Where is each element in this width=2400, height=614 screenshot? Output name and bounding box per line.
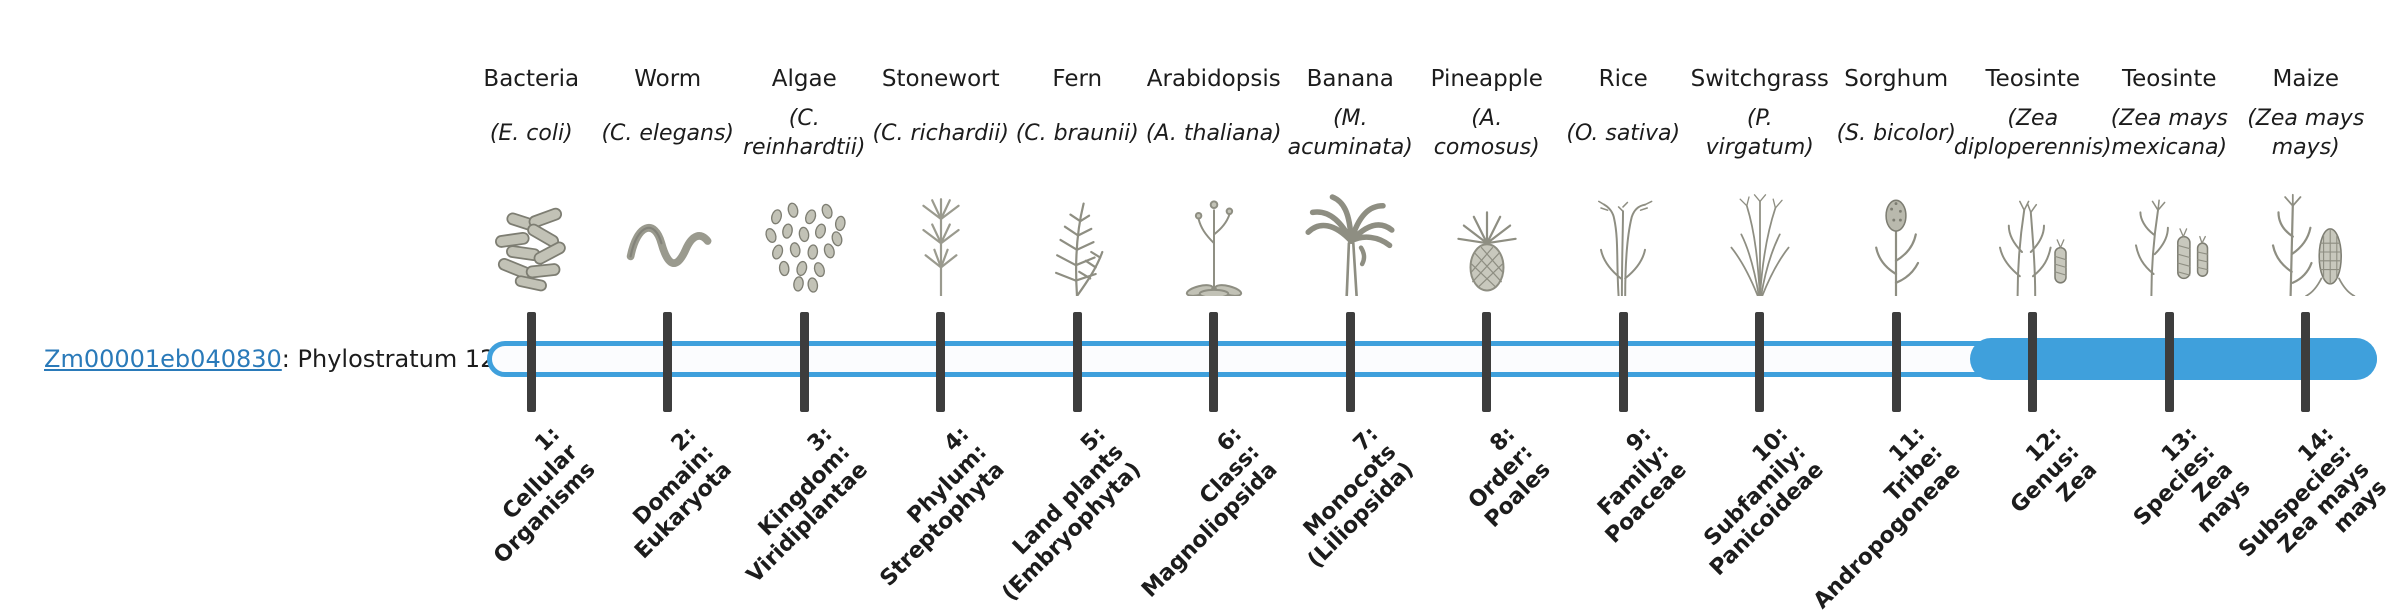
phylostratum-tick-10 (1755, 312, 1765, 412)
column-bacteria: Bacteria (E. coli) 1: Cellular Organisms (463, 0, 600, 580)
arabidopsis-illustration (1146, 170, 1283, 296)
sorghum-illustration (1828, 170, 1965, 296)
organism-common-name: Stonewort (881, 66, 1000, 92)
organism-scientific-name: (O. sativa) (1566, 120, 1681, 146)
column-teosinte-mexicana: Teosinte (Zea mays mexicana) 13: Sp (2101, 0, 2256, 580)
organism-common-name: Bacteria (483, 66, 580, 92)
phylostratum-label-14: 14: Subspecies: Zea mays mays (2234, 422, 2393, 563)
phylostratum-tick-13 (2164, 312, 2174, 412)
organism-common-name: Arabidopsis (1146, 66, 1281, 92)
column-rice: Rice (O. sativa) 9: Family: Poaceae (1555, 0, 1692, 580)
column-switchgrass: Switchgrass (P. virgatum) 10: Subfamily:… (1691, 0, 1829, 581)
column-pineapple: Pineapple (A. comosus) 8: Order: Poales (1419, 0, 1556, 580)
organism-common-name: Fern (1052, 66, 1103, 92)
organism-common-name: Switchgrass (1690, 66, 1829, 92)
organism-scientific-name: (A. comosus) (1433, 106, 1540, 160)
organism-common-name: Algae (771, 66, 837, 92)
gene-link[interactable]: Zm00001eb040830 (44, 345, 282, 373)
organism-scientific-name: (C. braunii) (1015, 120, 1139, 146)
bacteria-illustration (463, 170, 600, 296)
phylostratum-label-12: 12: Genus: Zea (2005, 422, 2102, 519)
phylostratum-tick-2 (663, 312, 673, 412)
organism-scientific-name: (P. virgatum) (1705, 106, 1814, 160)
gene-phylostratum-text: : Phylostratum 12 (281, 345, 496, 373)
column-worm: Worm (C. elegans) 2: Domain: Eukaryota (600, 0, 737, 580)
phylostrata-columns: Bacteria (E. coli) 1: Cellular Organisms (463, 0, 2392, 614)
organism-scientific-name: (C. reinhardtii) (742, 106, 866, 160)
organism-common-name: Banana (1306, 66, 1394, 92)
phylostratum-tick-5 (1072, 312, 1082, 412)
organism-common-name: Rice (1598, 66, 1648, 92)
organism-common-name: Teosinte (2122, 66, 2217, 92)
teosinte-diploperennis-illustration (1965, 170, 2102, 296)
switchgrass-illustration (1692, 170, 1829, 296)
organism-scientific-name: (E. coli) (489, 120, 573, 146)
phylostratum-tick-9 (1618, 312, 1628, 412)
organism-scientific-name: (A. thaliana) (1145, 120, 1282, 146)
column-sorghum: Sorghum (S. bicolor) 11: Trib (1809, 0, 1966, 614)
stonewort-illustration (873, 170, 1010, 296)
organism-common-name: Teosinte (1985, 66, 2080, 92)
column-banana: Banana (M. acuminata) 7: Monocots (Lilio… (1282, 0, 1420, 580)
maize-illustration (2238, 170, 2375, 296)
phylostratum-tick-11 (1891, 312, 1901, 412)
organism-scientific-name: (Zea diploperennis) (1953, 106, 2112, 160)
banana-illustration (1282, 170, 1419, 296)
fern-illustration (1009, 170, 1146, 296)
organism-common-name: Sorghum (1844, 66, 1949, 92)
organism-scientific-name: (Zea mays mexicana) (2110, 106, 2228, 160)
organism-scientific-name: (C. elegans) (601, 120, 735, 146)
rice-illustration (1555, 170, 1692, 296)
phylostratum-tick-12 (2028, 312, 2038, 412)
organism-scientific-name: (C. richardii) (872, 120, 1009, 146)
phylostratum-label-8: 8: Order: Poales (1463, 422, 1556, 533)
phylostratum-tick-7 (1345, 312, 1355, 412)
pineapple-illustration (1419, 170, 1556, 296)
column-maize: Maize (Zea mays mays) 14: Subspecie (2234, 0, 2392, 580)
organism-common-name: Maize (2272, 66, 2340, 92)
organism-common-name: Worm (634, 66, 702, 92)
teosinte-mexicana-illustration (2101, 170, 2238, 296)
column-fern: Fern (C. braunii) 5: Land plants (Embryo… (998, 0, 1147, 606)
phylostratum-tick-14 (2301, 312, 2311, 412)
organism-scientific-name: (Zea mays mays) (2247, 106, 2365, 160)
phylostratum-tick-4 (936, 312, 946, 412)
column-algae: Algae (C. reinhardtii) (736, 0, 874, 588)
organism-scientific-name: (S. bicolor) (1836, 120, 1956, 146)
column-arabidopsis: Arabidopsis (A. thaliana) 6: Class: Magn… (1138, 0, 1283, 603)
phylostratum-tick-6 (1209, 312, 1219, 412)
phylostratum-tick-1 (526, 312, 536, 412)
worm-illustration (600, 170, 737, 296)
organism-scientific-name: (M. acuminata) (1287, 106, 1413, 160)
phylostratum-label-7: 7: Monocots (Liliopsida) (1299, 422, 1420, 574)
gene-label: Zm00001eb040830: Phylostratum 12 (44, 345, 495, 373)
organism-common-name: Pineapple (1430, 66, 1543, 92)
column-teosinte-diploperennis: Teosinte (Zea diploperennis) 12: Ge (1954, 0, 2112, 580)
phylostratum-tick-3 (799, 312, 809, 412)
phylostratum-label-1: 1: Cellular Organisms (488, 422, 601, 569)
phylostratum-tick-8 (1482, 312, 1492, 412)
column-stonewort: Stonewort (C. richardii) 4: Phylum: Stre… (873, 0, 1010, 591)
algae-illustration (736, 170, 873, 296)
